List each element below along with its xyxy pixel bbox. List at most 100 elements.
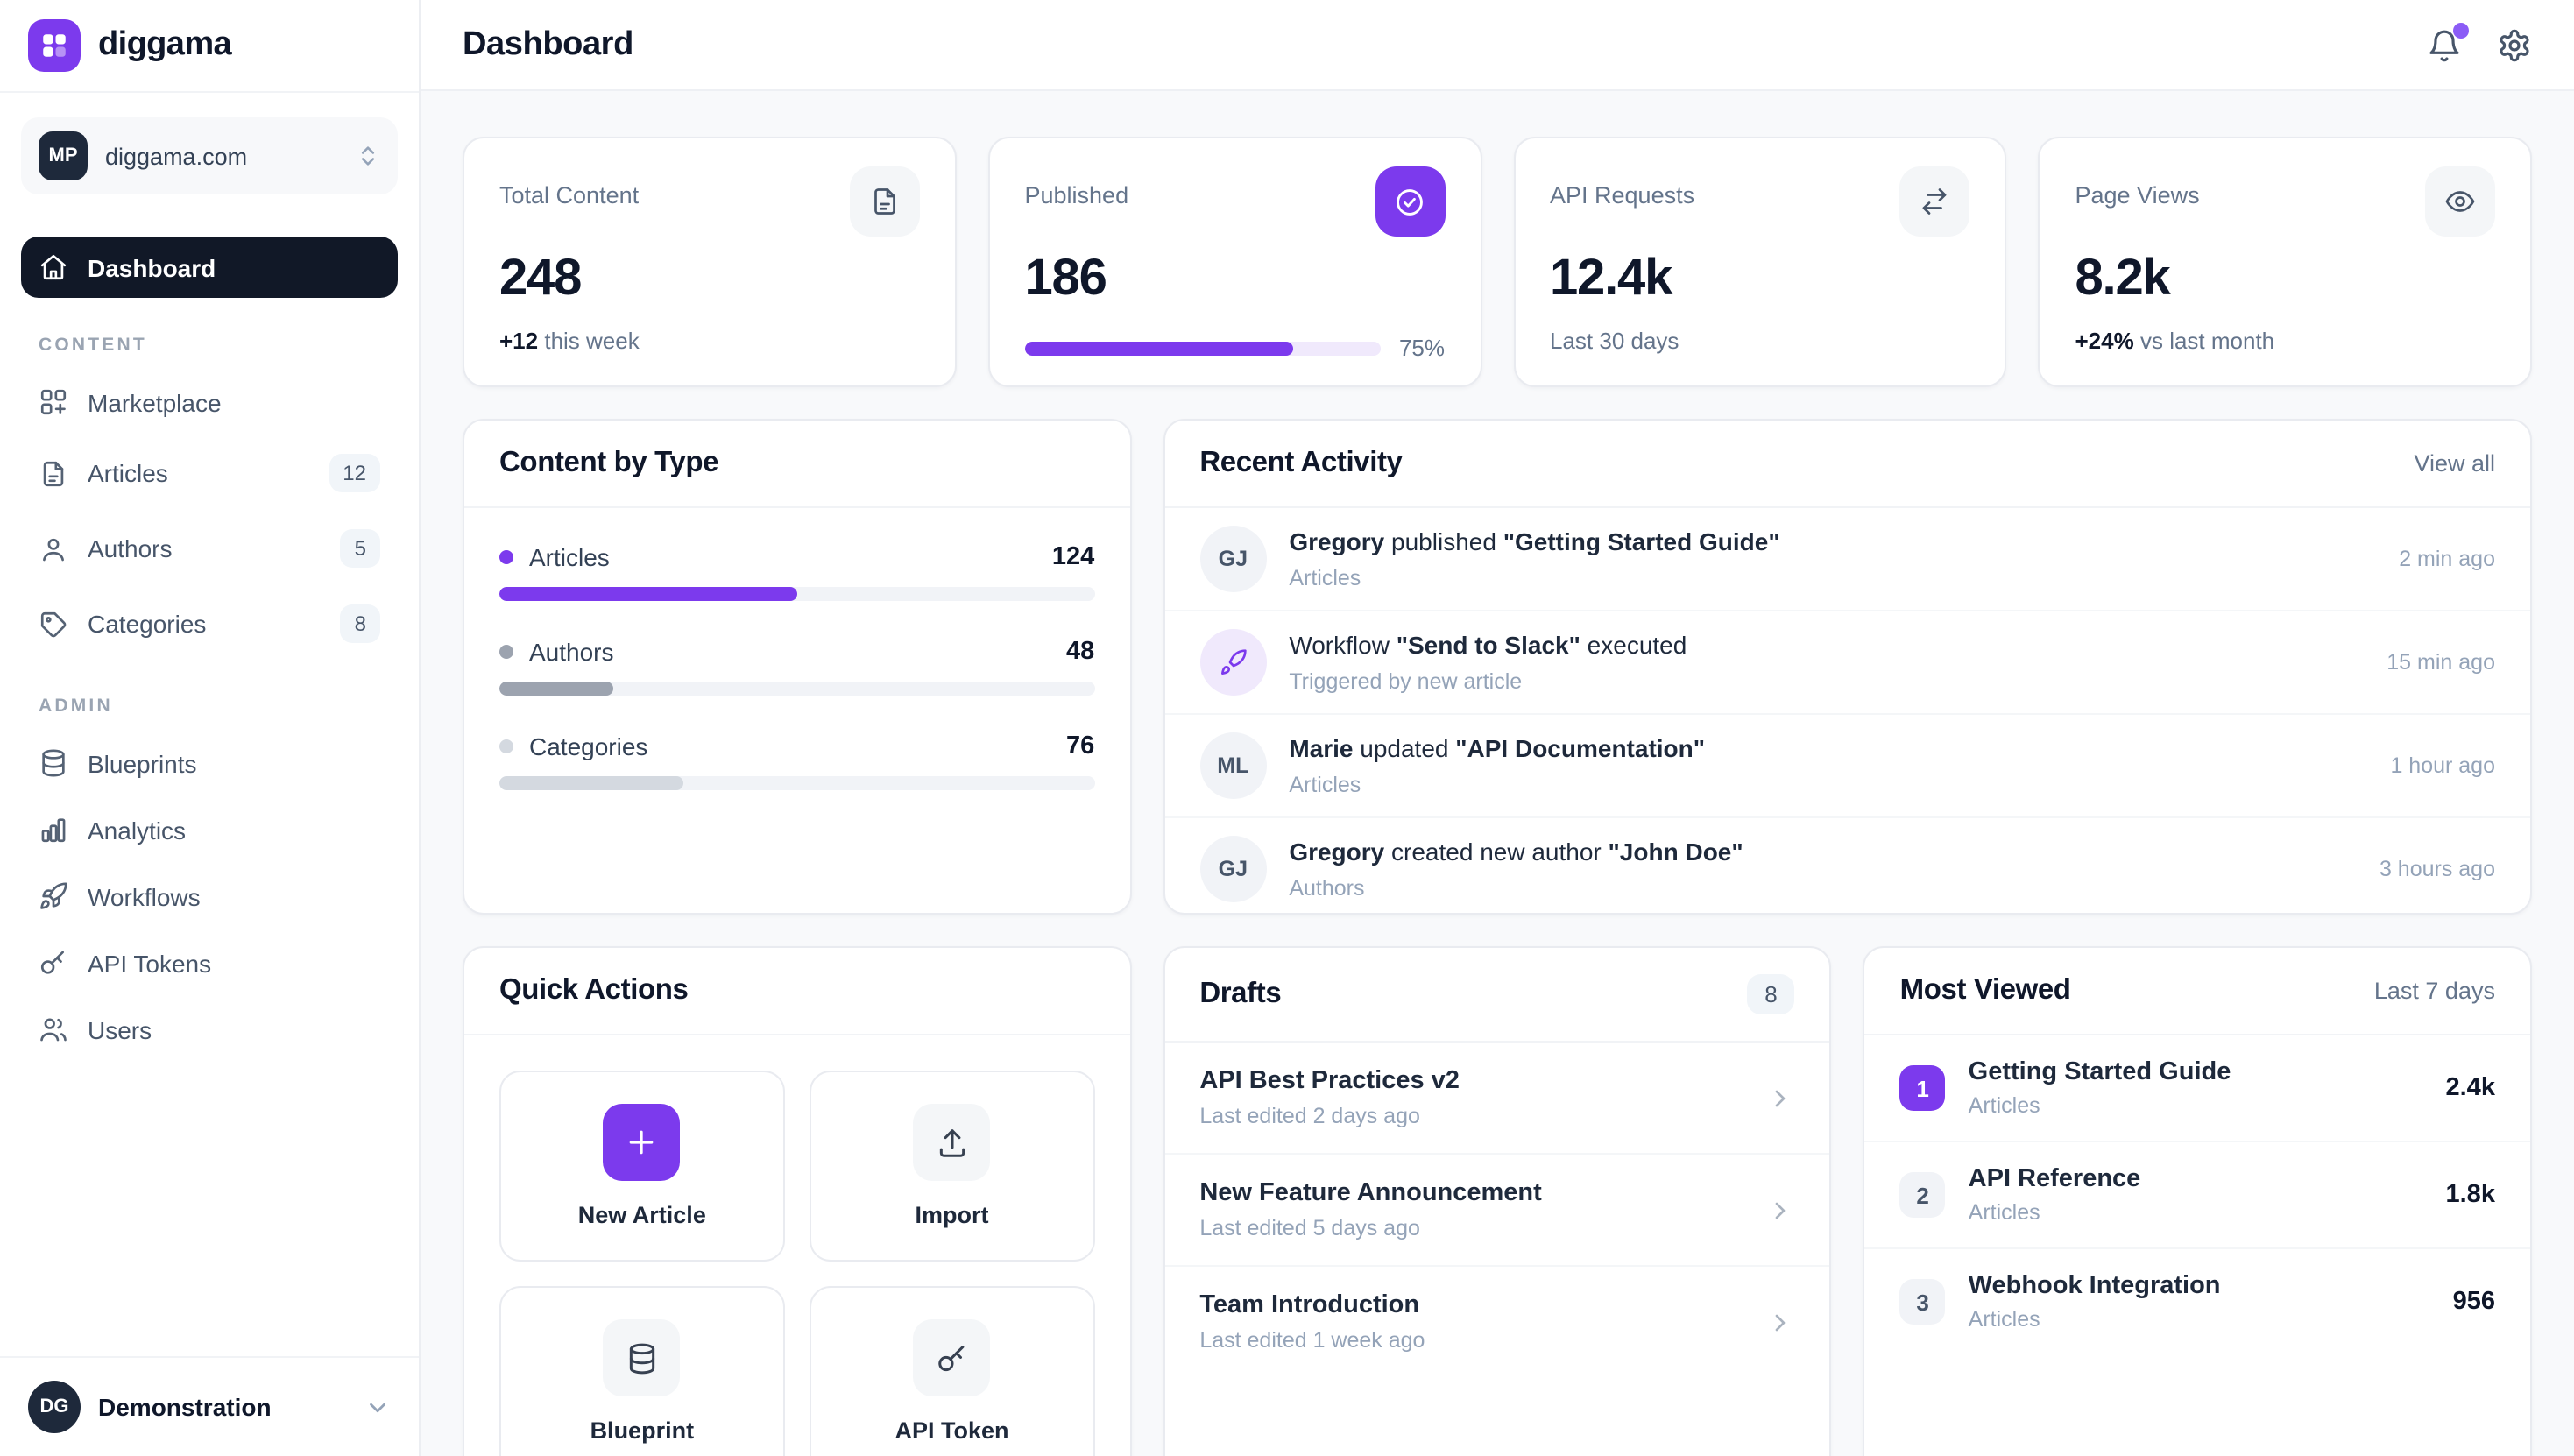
- user-menu[interactable]: DG Demonstration: [0, 1356, 419, 1456]
- card-title: Quick Actions: [499, 974, 689, 1006]
- stat-subtext: Last 30 days: [1550, 328, 1679, 354]
- activity-category: Authors: [1289, 876, 1365, 901]
- bar-track: [499, 587, 1095, 601]
- chevron-right-icon: [1767, 1196, 1795, 1224]
- avatar: ML: [1199, 732, 1267, 799]
- stat-subtext: +12 this week: [499, 328, 640, 354]
- sidebar-item-api-tokens[interactable]: API Tokens: [21, 932, 398, 993]
- rank-badge: 2: [1899, 1172, 1946, 1218]
- stat-card-total-content: Total Content 248 +12 this week: [463, 137, 957, 387]
- sidebar-item-analytics[interactable]: Analytics: [21, 799, 398, 860]
- notification-dot: [2453, 22, 2469, 38]
- activity-text: Gregory created new author "John Doe": [1289, 838, 1743, 866]
- dashboard-content: Total Content 248 +12 this week Publishe…: [421, 91, 2574, 1456]
- api-token-button[interactable]: API Token: [809, 1286, 1095, 1456]
- activity-text: Gregory published "Getting Started Guide…: [1289, 527, 1780, 555]
- sidebar-item-dashboard[interactable]: Dashboard: [21, 237, 398, 298]
- sidebar-item-label: Workflows: [88, 882, 201, 910]
- bar-track: [499, 682, 1095, 696]
- brand: diggama: [0, 0, 419, 93]
- drafts-card: Drafts 8 API Best Practices v2 Last edit…: [1163, 946, 1832, 1456]
- middle-row: Content by Type Articles 124: [463, 419, 2532, 915]
- activity-row: GJ Gregory created new author "John Doe"…: [1164, 816, 2530, 913]
- activity-time: 3 hours ago: [2379, 857, 2495, 881]
- sidebar-item-label: Articles: [88, 459, 168, 487]
- activity-row: Workflow "Send to Slack" executed Trigge…: [1164, 610, 2530, 713]
- bar-track: [499, 776, 1095, 790]
- view-count: 1.8k: [2445, 1181, 2495, 1209]
- sidebar-item-users[interactable]: Users: [21, 999, 398, 1060]
- chevron-right-icon: [1767, 1308, 1795, 1336]
- draft-item[interactable]: API Best Practices v2 Last edited 2 days…: [1164, 1043, 1829, 1153]
- activity-time: 15 min ago: [2387, 650, 2495, 675]
- avatar: GJ: [1199, 526, 1267, 592]
- user-avatar: DG: [28, 1381, 81, 1433]
- card-title: Drafts: [1199, 978, 1282, 1009]
- published-progress: 75%: [1024, 335, 1445, 361]
- new-article-button[interactable]: New Article: [499, 1071, 785, 1262]
- sidebar-item-authors[interactable]: Authors 5: [21, 513, 398, 583]
- most-viewed-item[interactable]: 2 API Reference Articles 1.8k: [1864, 1141, 2530, 1247]
- content-type-row-authors: Authors 48: [499, 638, 1095, 696]
- bar-chart-icon: [39, 815, 68, 845]
- stat-label: Total Content: [499, 182, 640, 209]
- workspace-name: diggama.com: [105, 143, 248, 169]
- card-title: Content by Type: [499, 447, 719, 478]
- topbar: Dashboard: [421, 0, 2574, 91]
- check-circle-icon: [1375, 166, 1445, 237]
- file-icon: [39, 458, 68, 488]
- rank-badge: 1: [1899, 1065, 1946, 1111]
- recent-activity-card: Recent Activity View all GJ Gregory publ…: [1163, 419, 2532, 915]
- stat-value: 248: [499, 251, 582, 307]
- sidebar-item-articles[interactable]: Articles 12: [21, 438, 398, 508]
- activity-category: Triggered by new article: [1289, 669, 1523, 694]
- drafts-count-badge: 8: [1747, 974, 1795, 1014]
- activity-category: Articles: [1289, 566, 1361, 590]
- content-type-row-articles: Articles 124: [499, 543, 1095, 601]
- notifications-bell-icon[interactable]: [2427, 22, 2469, 62]
- activity-category: Articles: [1289, 773, 1361, 797]
- quick-actions-card: Quick Actions New Article: [463, 946, 1132, 1456]
- topbar-actions: [2427, 22, 2532, 62]
- user-icon: [39, 534, 68, 563]
- file-icon: [849, 166, 920, 237]
- import-button[interactable]: Import: [809, 1071, 1095, 1262]
- chevron-right-icon: [1767, 1084, 1795, 1112]
- settings-gear-icon[interactable]: [2497, 27, 2532, 62]
- content-type-row-categories: Categories 76: [499, 732, 1095, 790]
- view-all-link[interactable]: View all: [2414, 450, 2495, 477]
- workspace-selector[interactable]: MP diggama.com: [21, 117, 398, 194]
- sidebar-item-blueprints[interactable]: Blueprints: [21, 732, 398, 794]
- stat-label: Published: [1024, 182, 1129, 209]
- stat-card-published: Published 186 75%: [987, 137, 1481, 387]
- stat-value: 8.2k: [2075, 251, 2171, 307]
- authors-count-badge: 5: [340, 529, 380, 568]
- series-dot: [499, 739, 513, 753]
- categories-count-badge: 8: [340, 604, 380, 643]
- upload-icon: [913, 1104, 991, 1181]
- rocket-icon: [39, 881, 68, 911]
- blueprint-button[interactable]: Blueprint: [499, 1286, 785, 1456]
- card-title: Recent Activity: [1199, 447, 1403, 478]
- sidebar-item-marketplace[interactable]: Marketplace: [21, 371, 398, 433]
- most-viewed-item[interactable]: 3 Webhook Integration Articles 956: [1864, 1247, 2530, 1354]
- eye-icon: [2425, 166, 2495, 237]
- draft-item[interactable]: Team Introduction Last edited 1 week ago: [1164, 1265, 1830, 1377]
- avatar: GJ: [1199, 836, 1267, 902]
- stat-label: API Requests: [1550, 182, 1695, 209]
- key-icon: [913, 1319, 991, 1396]
- sidebar-item-workflows[interactable]: Workflows: [21, 866, 398, 927]
- stat-subtext: +24% vs last month: [2075, 328, 2275, 354]
- bar-fill: [499, 682, 613, 696]
- workflow-rocket-icon: [1199, 629, 1267, 696]
- activity-list: GJ Gregory published "Getting Started Gu…: [1164, 508, 2530, 913]
- main-area: Dashboard Total Content: [421, 0, 2574, 1456]
- stat-card-page-views: Page Views 8.2k +24% vs last month: [2038, 137, 2532, 387]
- bar-fill: [499, 776, 684, 790]
- home-icon: [39, 252, 68, 282]
- most-viewed-period: Last 7 days: [2373, 978, 2495, 1004]
- chevron-down-icon: [364, 1394, 391, 1420]
- most-viewed-item[interactable]: 1 Getting Started Guide Articles 2.4k: [1865, 1035, 2530, 1141]
- draft-item[interactable]: New Feature Announcement Last edited 5 d…: [1164, 1153, 1830, 1265]
- sidebar-item-categories[interactable]: Categories 8: [21, 589, 398, 659]
